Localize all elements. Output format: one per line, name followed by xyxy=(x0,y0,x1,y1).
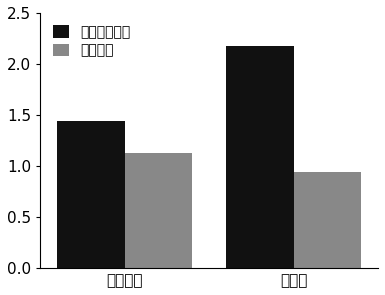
Bar xyxy=(294,172,361,268)
Bar xyxy=(57,121,125,268)
Legend: 铂镍纳米枝晶, 商业铂碳: 铂镍纳米枝晶, 商业铂碳 xyxy=(47,20,136,63)
Bar xyxy=(125,153,192,268)
Bar xyxy=(226,46,294,268)
